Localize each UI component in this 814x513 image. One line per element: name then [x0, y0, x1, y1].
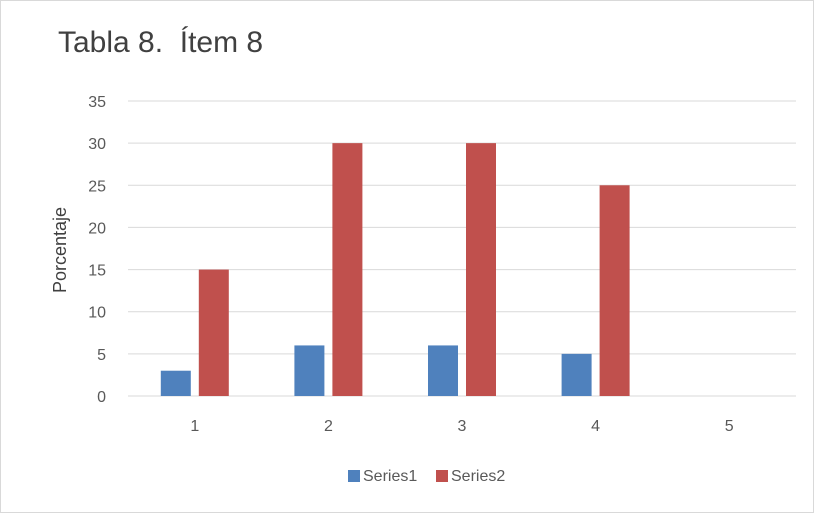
- y-axis-label: Porcentaje: [50, 207, 70, 293]
- x-tick-labels: 1 2 3 4 5: [190, 418, 733, 435]
- chart-title: Tabla 8. Ítem 8: [58, 26, 264, 59]
- legend-label: Series1: [363, 468, 417, 485]
- y-tick-label: 35: [88, 94, 106, 111]
- bar-series1-4: [561, 353, 592, 396]
- bar-series2-1: [198, 269, 229, 396]
- x-tick-label: 5: [725, 418, 734, 435]
- y-tick-label: 20: [88, 220, 106, 237]
- bar-series2-3: [466, 143, 496, 396]
- y-tick-label: 0: [97, 389, 106, 406]
- y-tick-label: 10: [88, 305, 106, 322]
- y-tick-label: 30: [88, 136, 106, 153]
- legend-swatch: [436, 470, 448, 482]
- bar-series1-1: [160, 370, 191, 396]
- x-tick-label: 4: [591, 418, 600, 435]
- x-tick-label: 2: [324, 418, 333, 435]
- y-tick-label: 25: [88, 178, 106, 195]
- x-tick-label: 1: [190, 418, 199, 435]
- bar-series1-3: [428, 345, 458, 396]
- legend-label: Series2: [451, 468, 505, 485]
- bar-series2-2: [332, 143, 363, 396]
- legend: Series1 Series2: [348, 468, 505, 485]
- gridlines: [128, 100, 796, 397]
- x-tick-label: 3: [458, 418, 467, 435]
- y-tick-label: 15: [88, 263, 106, 280]
- bar-series2-4: [599, 185, 630, 396]
- bars: [160, 143, 630, 396]
- y-tick-labels: 0 5 10 15 20 25 30 35: [88, 94, 106, 406]
- y-tick-label: 5: [97, 347, 106, 364]
- legend-swatch: [348, 470, 360, 482]
- bar-series1-2: [294, 345, 325, 396]
